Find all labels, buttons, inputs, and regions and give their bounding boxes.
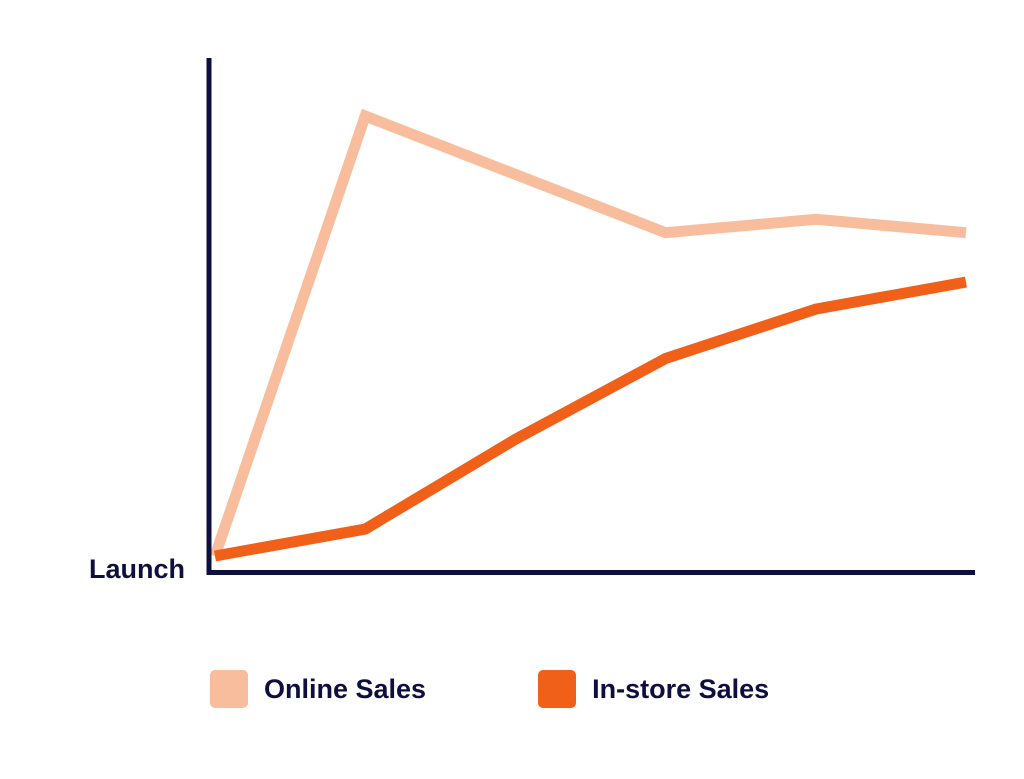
series-line-in-store-sales [214,276,967,562]
legend-swatch-online-sales [210,670,248,708]
legend-swatch-in-store-sales [538,670,577,708]
x-tick-label-launch: Launch [89,554,185,584]
legend-item-online-sales: Online Sales [210,670,426,708]
legend-label-online-sales: Online Sales [264,673,427,704]
series-layer [209,108,967,562]
legend: Online Sales In-store Sales [210,670,881,708]
legend-label-in-store-sales: In-store Sales [592,673,770,704]
series-line-online-sales [209,108,967,558]
legend-item-in-store-sales: In-store Sales [538,670,769,708]
